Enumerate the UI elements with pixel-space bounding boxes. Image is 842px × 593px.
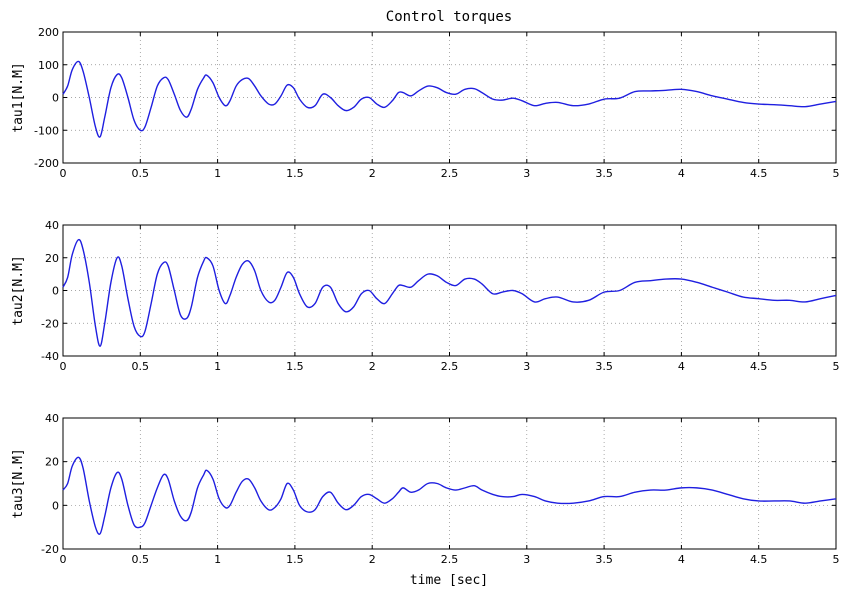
x-tick-label: 1.5 bbox=[286, 360, 304, 373]
series-line-tau2 bbox=[62, 238, 837, 347]
x-tick-label: 4 bbox=[678, 553, 685, 566]
y-tick-label: 100 bbox=[38, 59, 59, 72]
y-tick-label: 20 bbox=[45, 252, 59, 265]
x-tick-label: 2 bbox=[369, 553, 376, 566]
y-tick-label: 200 bbox=[38, 26, 59, 39]
x-tick-label: 2.5 bbox=[441, 553, 459, 566]
y-tick-label: -100 bbox=[34, 124, 59, 137]
y-tick-label: -20 bbox=[41, 317, 59, 330]
x-tick-label: 3 bbox=[523, 553, 530, 566]
x-tick-label: 1.5 bbox=[286, 167, 304, 180]
x-tick-label: 2 bbox=[369, 167, 376, 180]
y-tick-label: 0 bbox=[52, 92, 59, 105]
x-tick-label: 5 bbox=[833, 360, 840, 373]
y-tick-label: -20 bbox=[41, 543, 59, 556]
x-tick-label: 0.5 bbox=[132, 167, 150, 180]
y-tick-label: 0 bbox=[52, 285, 59, 298]
y-tick-label: -200 bbox=[34, 157, 59, 170]
x-tick-label: 3 bbox=[523, 167, 530, 180]
y-tick-label: 0 bbox=[52, 499, 59, 512]
chart-title: Control torques bbox=[386, 9, 512, 25]
series-line-tau3 bbox=[62, 456, 837, 535]
x-tick-label: 4 bbox=[678, 360, 685, 373]
x-tick-label: 1 bbox=[214, 360, 221, 373]
x-axis-label: time [sec] bbox=[410, 573, 488, 588]
x-tick-label: 0.5 bbox=[132, 360, 150, 373]
x-tick-label: 4.5 bbox=[750, 167, 768, 180]
x-tick-label: 3.5 bbox=[595, 167, 613, 180]
x-tick-label: 3 bbox=[523, 360, 530, 373]
x-tick-label: 3.5 bbox=[595, 360, 613, 373]
x-tick-label: 4.5 bbox=[750, 553, 768, 566]
y-tick-label: 40 bbox=[45, 219, 59, 232]
axes-box bbox=[62, 417, 837, 550]
x-tick-label: 1 bbox=[214, 167, 221, 180]
series-line-tau1 bbox=[62, 60, 837, 138]
x-tick-label: 1.5 bbox=[286, 553, 304, 566]
y-tick-label: -40 bbox=[41, 350, 59, 363]
y-tick-label: 20 bbox=[45, 456, 59, 469]
x-tick-label: 2 bbox=[369, 360, 376, 373]
x-tick-label: 3.5 bbox=[595, 553, 613, 566]
subplot-2: 0 0.5 1 1.5 2 2.5 3 3.5 4 4.5 5 40 20 0 -20 -40 tau2[N.M… bbox=[11, 219, 840, 373]
x-tick-label: 0.5 bbox=[132, 553, 150, 566]
x-tick-label: 2.5 bbox=[441, 167, 459, 180]
y-axis-label: tau1[N.M] bbox=[11, 62, 26, 132]
y-axis-label: tau3[N.M] bbox=[11, 448, 26, 518]
x-tick-label: 5 bbox=[833, 553, 840, 566]
x-tick-label: 0 bbox=[60, 360, 67, 373]
subplots-group: 0 0.5 1 1.5 2 2.5 3 3.5 4 4.5 52001000-100-200tau1… bbox=[11, 26, 840, 566]
x-tick-label: 2.5 bbox=[441, 360, 459, 373]
x-tick-label: 4 bbox=[678, 167, 685, 180]
x-tick-label: 0 bbox=[60, 167, 67, 180]
subplot-1: 0 0.5 1 1.5 2 2.5 3 3.5 4 4.5 5 200 100 0 -100 -200 tau1… bbox=[11, 26, 840, 180]
y-axis-label: tau2[N.M] bbox=[11, 255, 26, 325]
x-tick-label: 1 bbox=[214, 553, 221, 566]
x-tick-label: 0 bbox=[60, 553, 67, 566]
x-tick-label: 4.5 bbox=[750, 360, 768, 373]
x-tick-label: 5 bbox=[833, 167, 840, 180]
y-tick-label: 40 bbox=[45, 412, 59, 425]
axes-box bbox=[62, 224, 837, 357]
